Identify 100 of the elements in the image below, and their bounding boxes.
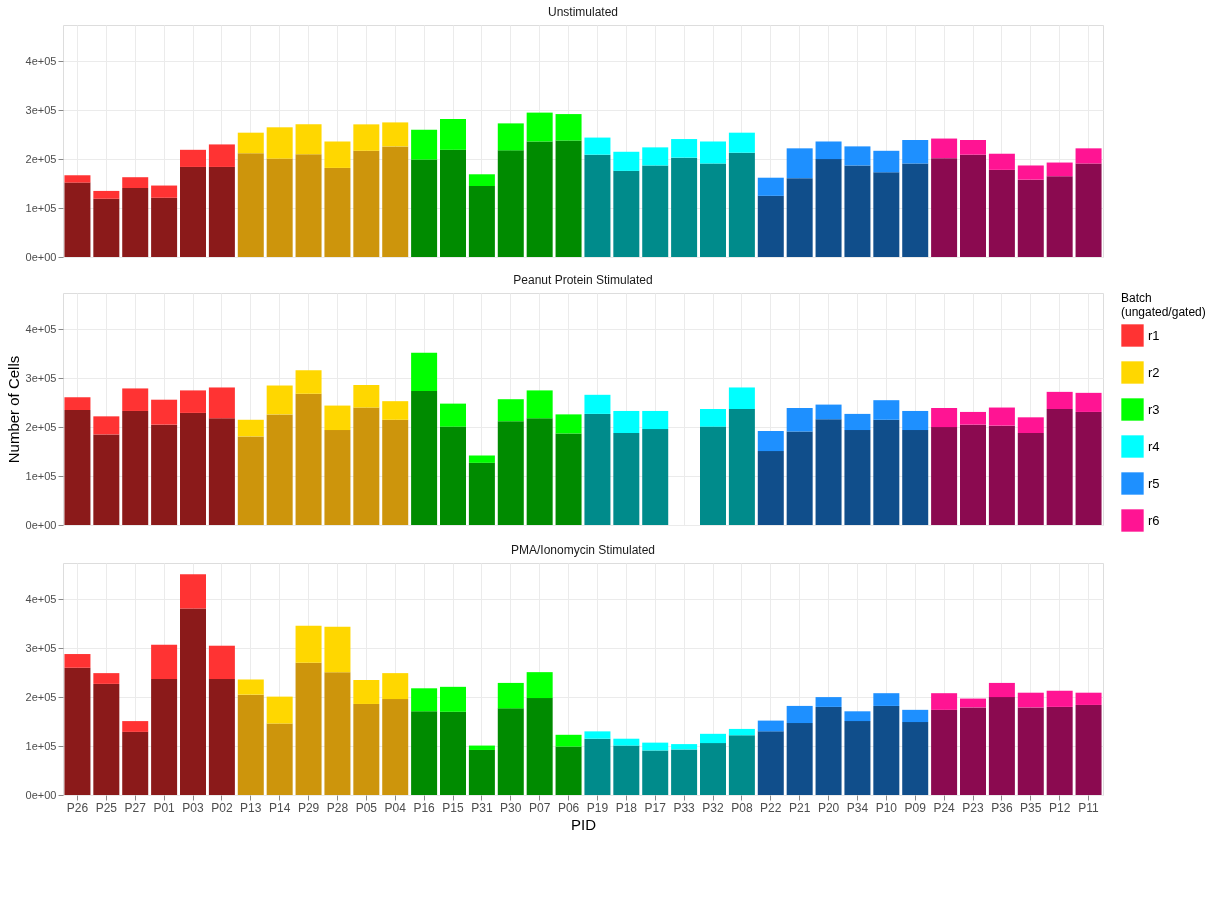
x-tick-label: P34 bbox=[846, 800, 869, 815]
bar bbox=[844, 430, 871, 525]
bar bbox=[931, 408, 958, 428]
bar bbox=[988, 153, 1015, 170]
x-tick-label: P35 bbox=[1020, 800, 1042, 815]
bar bbox=[988, 169, 1015, 257]
bar bbox=[844, 165, 871, 257]
bar bbox=[266, 414, 293, 525]
bar bbox=[844, 146, 871, 166]
bar bbox=[382, 419, 409, 525]
bar bbox=[266, 385, 293, 415]
bar bbox=[324, 167, 351, 257]
bar bbox=[671, 744, 698, 750]
bar bbox=[64, 175, 91, 183]
legend-label: r4 bbox=[1148, 438, 1160, 454]
bar bbox=[180, 608, 206, 795]
bar bbox=[208, 144, 235, 167]
bar bbox=[555, 734, 582, 747]
bar bbox=[786, 178, 813, 257]
bar bbox=[642, 165, 669, 257]
bar bbox=[1017, 432, 1044, 525]
bar bbox=[353, 150, 380, 257]
bar bbox=[671, 749, 698, 795]
bar bbox=[728, 728, 755, 736]
y-tick-label: 1e+05 bbox=[25, 469, 57, 482]
bar bbox=[757, 177, 784, 196]
bar bbox=[1075, 163, 1102, 257]
bar bbox=[324, 141, 351, 168]
bar bbox=[988, 425, 1015, 525]
bar bbox=[353, 385, 380, 408]
bar bbox=[757, 195, 784, 257]
x-tick-label: P09 bbox=[904, 800, 927, 815]
bar bbox=[151, 644, 178, 679]
bar bbox=[584, 731, 611, 739]
y-tick-label: 0e+00 bbox=[25, 250, 57, 263]
bar bbox=[902, 140, 929, 164]
bar bbox=[960, 154, 986, 257]
bar bbox=[497, 150, 524, 257]
bar bbox=[382, 673, 409, 700]
bar bbox=[902, 722, 929, 795]
y-tick-label: 4e+05 bbox=[25, 54, 57, 67]
bar bbox=[786, 705, 813, 724]
bar bbox=[844, 413, 871, 431]
bar bbox=[266, 696, 293, 724]
x-tick-label: P11 bbox=[1078, 800, 1100, 815]
bar bbox=[237, 419, 264, 437]
bar bbox=[1046, 409, 1073, 525]
bar bbox=[208, 387, 235, 419]
x-tick-label: P27 bbox=[124, 800, 147, 815]
x-tick-label: P31 bbox=[471, 800, 493, 815]
bar bbox=[1046, 690, 1073, 707]
bar bbox=[786, 723, 813, 795]
bar bbox=[1046, 176, 1073, 257]
bar bbox=[180, 166, 206, 257]
bar bbox=[382, 699, 409, 795]
bar bbox=[295, 625, 322, 663]
bar bbox=[613, 410, 640, 433]
bar bbox=[757, 731, 784, 795]
bar bbox=[1075, 692, 1102, 705]
bar bbox=[93, 683, 120, 795]
bar bbox=[440, 149, 466, 257]
bar bbox=[1075, 411, 1102, 525]
x-tick-label: P13 bbox=[240, 800, 262, 815]
x-tick-label: P28 bbox=[326, 800, 349, 815]
y-tick-label: 3e+05 bbox=[25, 103, 57, 116]
bar bbox=[180, 149, 206, 167]
bar bbox=[497, 123, 524, 151]
bar bbox=[960, 698, 986, 708]
bar bbox=[93, 673, 120, 684]
legend-label: r2 bbox=[1148, 364, 1160, 380]
x-tick-label: P06 bbox=[557, 800, 580, 815]
bar bbox=[497, 708, 524, 795]
x-tick-label: P08 bbox=[731, 800, 753, 815]
legend-label: r6 bbox=[1148, 512, 1160, 528]
x-tick-label: P15 bbox=[442, 800, 464, 815]
x-tick-label: P33 bbox=[673, 800, 696, 815]
bar bbox=[180, 390, 206, 413]
x-tick-label: P05 bbox=[355, 800, 378, 815]
bar bbox=[497, 682, 524, 709]
y-axis-title: Number of Cells bbox=[4, 355, 22, 464]
bar bbox=[931, 158, 958, 257]
bar bbox=[468, 455, 495, 463]
y-tick-label: 1e+05 bbox=[25, 201, 57, 214]
bar bbox=[960, 707, 986, 795]
bar bbox=[728, 152, 755, 257]
x-tick-label: P22 bbox=[760, 800, 782, 815]
x-tick-label: P07 bbox=[528, 800, 551, 815]
bar bbox=[700, 733, 726, 744]
x-tick-label: P21 bbox=[788, 800, 811, 815]
bar bbox=[353, 703, 380, 795]
bar bbox=[902, 410, 929, 431]
x-tick-label: P16 bbox=[413, 800, 436, 815]
bar bbox=[468, 174, 495, 187]
y-tick-label: 0e+00 bbox=[25, 788, 57, 801]
bar bbox=[584, 154, 611, 257]
y-tick-label: 0e+00 bbox=[25, 518, 57, 531]
bar bbox=[1046, 706, 1073, 795]
bar bbox=[815, 141, 842, 160]
bar bbox=[353, 679, 380, 704]
legend-label: r1 bbox=[1148, 327, 1160, 343]
